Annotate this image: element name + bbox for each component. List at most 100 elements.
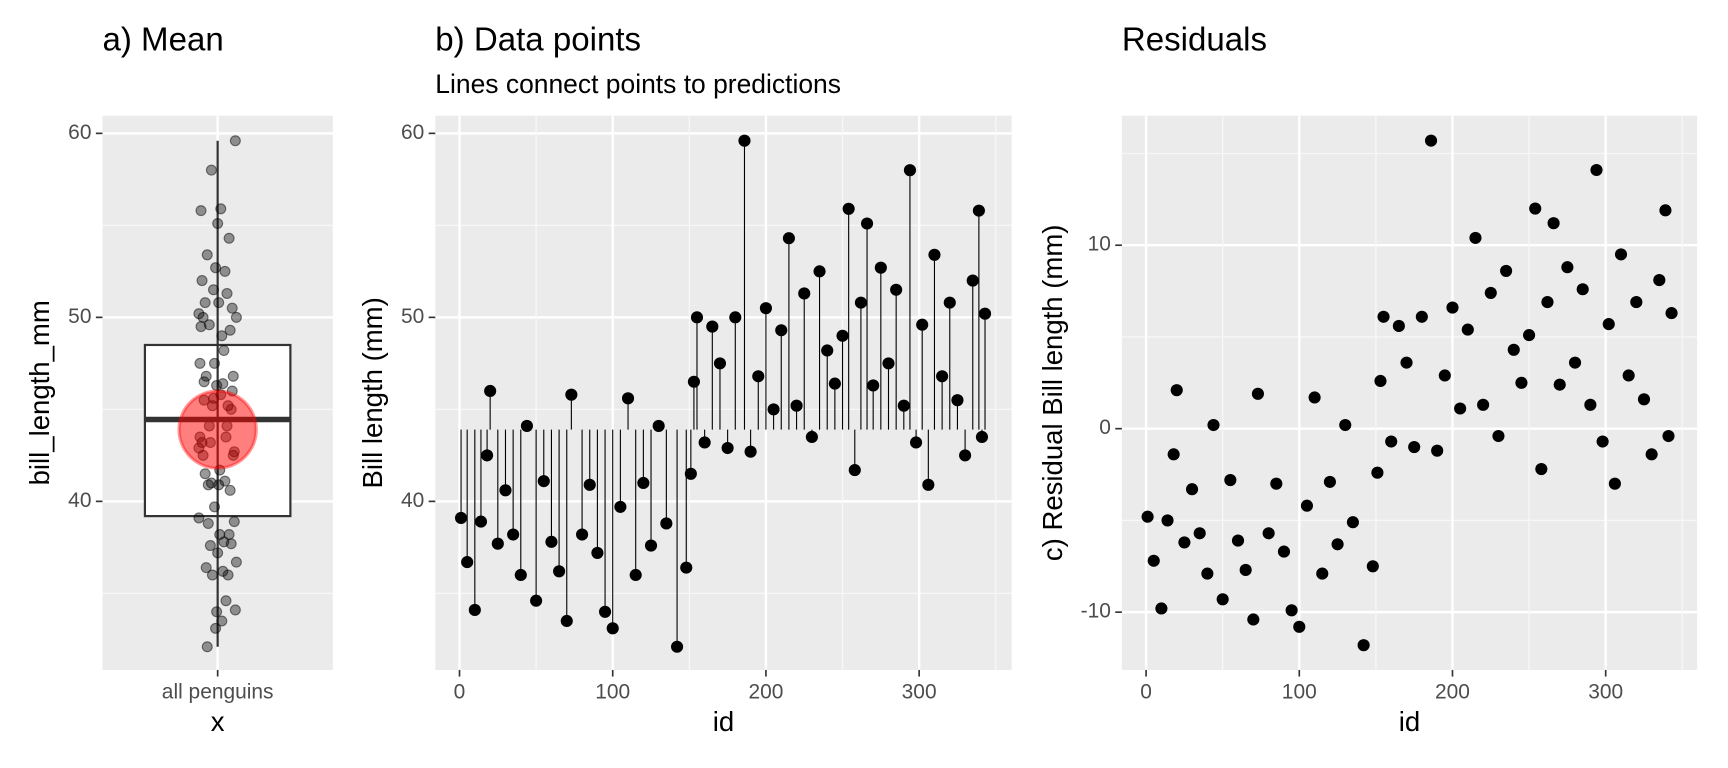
mean-point [177, 389, 258, 470]
point [744, 445, 757, 458]
y-axis-title: c) Residual Bill length (mm) [1037, 225, 1068, 562]
jitter-point [229, 135, 241, 147]
point [805, 430, 818, 444]
jitter-point [210, 622, 222, 634]
jitter-point [211, 606, 223, 618]
point [1371, 466, 1384, 479]
point [1385, 435, 1398, 448]
point [1262, 527, 1275, 540]
jitter-point [212, 547, 224, 559]
jitter-point [217, 378, 229, 390]
point [454, 511, 468, 525]
jitter-point [214, 528, 226, 541]
y-tick-label: 50 [401, 305, 424, 328]
point [729, 311, 742, 324]
point [583, 478, 596, 491]
point [1374, 374, 1387, 388]
point [1484, 286, 1497, 299]
point [1323, 475, 1336, 488]
jitter-point [216, 615, 228, 627]
jitter-point [215, 203, 227, 215]
y-tick-label: 60 [401, 121, 424, 144]
point [759, 302, 772, 315]
point [1469, 231, 1482, 244]
y-axis-title: bill_length_mm [24, 300, 55, 485]
jitter-point [203, 319, 215, 331]
point [813, 265, 826, 278]
point [1431, 444, 1444, 457]
point [860, 217, 874, 230]
point [1446, 301, 1459, 314]
point [1584, 398, 1597, 411]
jitter-point [209, 501, 221, 513]
point [836, 329, 849, 342]
point [560, 614, 573, 628]
point [637, 476, 650, 490]
point [1224, 473, 1237, 487]
point [1293, 620, 1306, 633]
point [1178, 536, 1191, 549]
y-tick-label: 60 [68, 121, 91, 144]
point [738, 134, 751, 147]
point [1602, 318, 1615, 331]
y-tick-label: -10 [1081, 600, 1111, 623]
point [1357, 639, 1370, 652]
point [1141, 510, 1154, 523]
jitter-point [220, 595, 232, 607]
point [530, 594, 543, 607]
point [680, 561, 693, 574]
point [897, 399, 910, 412]
jitter-point [216, 330, 228, 342]
jitter-point [202, 517, 214, 529]
point [1535, 462, 1548, 476]
point [1547, 217, 1560, 230]
jitter-point [224, 484, 236, 496]
panel-title: b) Data points [435, 22, 641, 59]
jitter-point [210, 262, 222, 274]
jitter-point [218, 344, 230, 357]
point [1424, 134, 1438, 147]
point [1630, 296, 1643, 309]
point [537, 475, 550, 488]
x-tick-label: 100 [1282, 681, 1317, 704]
point [499, 484, 512, 497]
point [1400, 356, 1413, 369]
jitter-point [217, 565, 229, 577]
jitter-point [227, 370, 239, 382]
point [978, 307, 992, 320]
point [706, 320, 719, 333]
point [660, 517, 673, 530]
x-tick-label: 200 [1435, 681, 1470, 704]
jitter-point [221, 287, 233, 299]
point [629, 568, 642, 582]
point [1515, 376, 1528, 389]
point [1193, 527, 1206, 540]
point [1653, 274, 1666, 287]
jitter-point [223, 232, 235, 244]
jitter-point [199, 297, 211, 309]
point [1366, 560, 1379, 573]
point [1500, 264, 1513, 277]
x-axis-title: id [1399, 706, 1420, 737]
point [1346, 516, 1359, 529]
point [1553, 378, 1566, 391]
point [936, 370, 949, 383]
point [461, 556, 474, 569]
jitter-point [211, 379, 223, 391]
point [1170, 384, 1183, 397]
point [959, 449, 972, 462]
x-axis-title: id [713, 706, 734, 737]
y-tick-label: 50 [68, 305, 91, 328]
jitter-point [194, 357, 206, 369]
point [1461, 323, 1474, 336]
point [1541, 296, 1554, 309]
point [916, 318, 929, 331]
jitter-point [196, 275, 208, 287]
point [614, 500, 627, 513]
jitter-point [202, 479, 214, 491]
point [514, 568, 527, 582]
jitter-point [206, 569, 218, 581]
point [1665, 307, 1678, 320]
point [1207, 418, 1220, 432]
point [1659, 204, 1672, 217]
